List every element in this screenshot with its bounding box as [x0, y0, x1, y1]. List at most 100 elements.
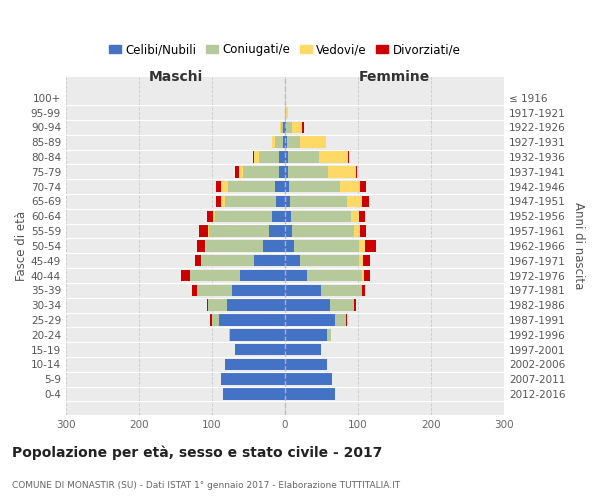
Bar: [327, 329, 331, 340]
Bar: [288, 166, 328, 177]
Bar: [235, 344, 285, 356]
Bar: [340, 181, 360, 192]
Bar: [254, 152, 259, 163]
Bar: [299, 255, 359, 266]
Bar: [292, 226, 354, 237]
Bar: [285, 374, 332, 385]
Bar: [290, 196, 347, 207]
Bar: [363, 255, 370, 266]
Text: Maschi: Maschi: [148, 70, 203, 85]
Bar: [211, 314, 212, 326]
Text: Femmine: Femmine: [359, 70, 430, 85]
Bar: [353, 300, 356, 311]
Bar: [221, 374, 285, 385]
Bar: [205, 240, 206, 252]
Bar: [192, 284, 197, 296]
Bar: [285, 344, 322, 356]
Bar: [197, 284, 232, 296]
Bar: [319, 152, 348, 163]
Bar: [225, 196, 276, 207]
Bar: [350, 210, 359, 222]
Bar: [202, 255, 254, 266]
Bar: [365, 240, 376, 252]
Bar: [285, 226, 292, 237]
Bar: [285, 329, 327, 340]
Bar: [285, 122, 286, 133]
Bar: [335, 314, 346, 326]
Bar: [281, 122, 283, 133]
Bar: [242, 166, 279, 177]
Bar: [293, 240, 359, 252]
Bar: [275, 181, 285, 192]
Bar: [263, 240, 285, 252]
Bar: [300, 136, 326, 148]
Bar: [212, 210, 215, 222]
Bar: [197, 240, 205, 252]
Bar: [322, 284, 362, 296]
Bar: [283, 122, 285, 133]
Bar: [292, 122, 302, 133]
Bar: [359, 255, 363, 266]
Bar: [360, 226, 366, 237]
Bar: [272, 136, 275, 148]
Bar: [348, 152, 349, 163]
Text: Popolazione per età, sesso e stato civile - 2017: Popolazione per età, sesso e stato civil…: [12, 446, 382, 460]
Bar: [221, 196, 225, 207]
Bar: [219, 314, 285, 326]
Bar: [207, 300, 208, 311]
Bar: [285, 166, 288, 177]
Bar: [232, 284, 285, 296]
Bar: [285, 240, 293, 252]
Bar: [253, 152, 254, 163]
Bar: [279, 166, 285, 177]
Bar: [347, 196, 362, 207]
Bar: [285, 107, 286, 118]
Text: COMUNE DI MONASTIR (SU) - Dati ISTAT 1° gennaio 2017 - Elaborazione TUTTITALIA.I: COMUNE DI MONASTIR (SU) - Dati ISTAT 1° …: [12, 480, 400, 490]
Bar: [289, 181, 340, 192]
Bar: [195, 255, 201, 266]
Bar: [356, 166, 357, 177]
Bar: [229, 329, 230, 340]
Bar: [239, 166, 242, 177]
Bar: [359, 210, 365, 222]
Bar: [362, 284, 365, 296]
Bar: [221, 181, 228, 192]
Bar: [235, 166, 239, 177]
Bar: [285, 270, 307, 281]
Bar: [291, 210, 350, 222]
Bar: [280, 122, 281, 133]
Bar: [285, 284, 322, 296]
Bar: [190, 270, 239, 281]
Bar: [285, 196, 290, 207]
Bar: [285, 300, 330, 311]
Bar: [272, 210, 285, 222]
Bar: [276, 196, 285, 207]
Bar: [328, 166, 356, 177]
Bar: [230, 329, 285, 340]
Bar: [286, 107, 288, 118]
Bar: [307, 270, 362, 281]
Bar: [208, 226, 209, 237]
Bar: [285, 152, 288, 163]
Bar: [285, 314, 335, 326]
Bar: [216, 181, 221, 192]
Bar: [208, 300, 227, 311]
Bar: [285, 181, 289, 192]
Bar: [362, 196, 369, 207]
Bar: [239, 270, 285, 281]
Bar: [288, 152, 319, 163]
Bar: [254, 255, 285, 266]
Bar: [201, 255, 202, 266]
Bar: [302, 122, 304, 133]
Bar: [227, 300, 285, 311]
Bar: [283, 136, 285, 148]
Bar: [215, 196, 221, 207]
Bar: [199, 226, 208, 237]
Bar: [269, 226, 285, 237]
Bar: [275, 136, 283, 148]
Bar: [286, 122, 292, 133]
Bar: [362, 270, 364, 281]
Bar: [285, 358, 327, 370]
Bar: [209, 226, 269, 237]
Bar: [279, 152, 285, 163]
